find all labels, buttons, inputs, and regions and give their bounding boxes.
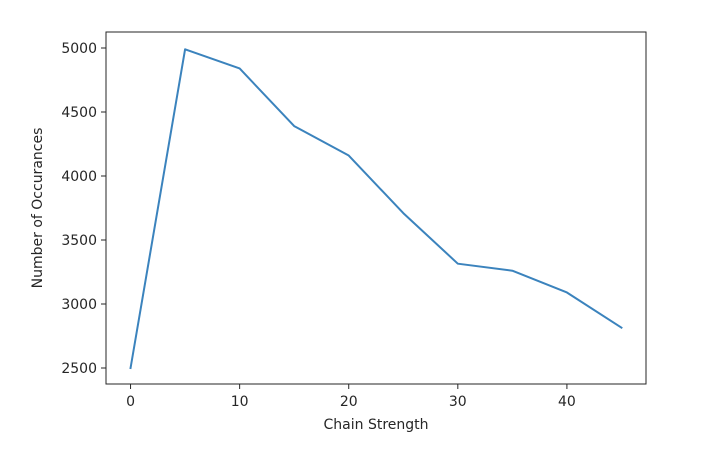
- y-tick-label: 5000: [61, 41, 97, 57]
- series-layer: [129, 48, 623, 370]
- series-line: [129, 48, 623, 370]
- ticks-layer: 0 10 20 30 40 2500 3000 3500 4000 4500 5000: [61, 41, 575, 410]
- x-axis-label: Chain Strength: [324, 417, 429, 433]
- y-tick-label: 2500: [61, 361, 97, 377]
- y-tick-label: 3500: [61, 233, 97, 249]
- x-tick-label: 20: [340, 394, 358, 410]
- y-tick-label: 3000: [61, 297, 97, 313]
- x-tick-label: 40: [558, 394, 576, 410]
- x-tick-label: 10: [231, 394, 249, 410]
- x-tick-label: 30: [449, 394, 467, 410]
- y-axis-label: Number of Occurances: [30, 128, 46, 289]
- y-tick-label: 4000: [61, 169, 97, 185]
- x-tick-label: 0: [126, 394, 135, 410]
- y-tick-label: 4500: [61, 105, 97, 121]
- plot-frame: [105, 31, 647, 385]
